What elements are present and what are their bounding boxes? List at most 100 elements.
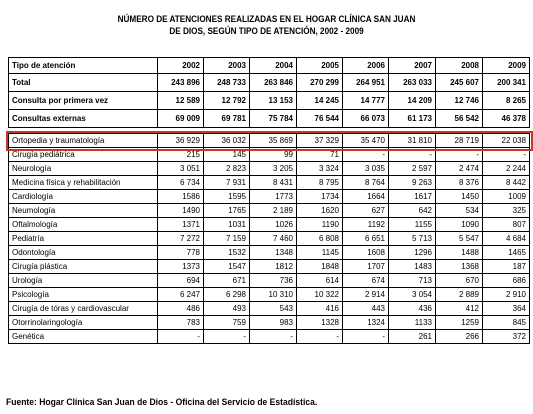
table-cell: 245 607 bbox=[435, 73, 483, 92]
table-cell: 6 734 bbox=[157, 175, 204, 190]
table-cell: 8 265 bbox=[482, 91, 530, 110]
table-cell: 1373 bbox=[157, 259, 204, 274]
row-label: Total bbox=[8, 73, 158, 92]
table-cell: 713 bbox=[388, 273, 436, 288]
header-cell: 2008 bbox=[435, 57, 483, 74]
source-note: Fuente: Hogar Clínica San Juan de Dios -… bbox=[6, 397, 318, 408]
table-cell: 6 808 bbox=[296, 231, 343, 246]
row-label: Odontología bbox=[8, 245, 158, 260]
row-label: Neurología bbox=[8, 161, 158, 176]
table-cell: 2 889 bbox=[435, 287, 483, 302]
table-cell: 1488 bbox=[435, 245, 483, 260]
table-cell: 3 205 bbox=[249, 161, 297, 176]
table-row: Otorrinolaringología 783 759 983 1328 1324 113… bbox=[8, 315, 530, 330]
table-cell: 736 bbox=[249, 273, 297, 288]
header-cell: 2003 bbox=[203, 57, 250, 74]
table-cell: 1133 bbox=[388, 315, 436, 330]
table-cell: 778 bbox=[157, 245, 204, 260]
table-cell: 325 bbox=[482, 203, 530, 218]
table-row: Neurología 3 051 2 823 3 205 3 324 3 035 2 597… bbox=[8, 161, 530, 176]
table-row: Cirugía pediátrica 215 145 99 71- - - - bbox=[8, 147, 530, 162]
table-cell: 37 329 bbox=[296, 133, 343, 148]
table-cell: 1586 bbox=[157, 189, 204, 204]
table-cell: 1595 bbox=[203, 189, 250, 204]
table-cell: 1664 bbox=[342, 189, 389, 204]
table-cell: 783 bbox=[157, 315, 204, 330]
table-cell: 686 bbox=[482, 273, 530, 288]
table-cell: 3 035 bbox=[342, 161, 389, 176]
table-cell: 215 bbox=[157, 147, 204, 162]
table-cell: 1620 bbox=[296, 203, 343, 218]
table-cell: 1765 bbox=[203, 203, 250, 218]
table-cell: 71 bbox=[296, 147, 343, 162]
table-cell: 642 bbox=[388, 203, 436, 218]
table-cell: 1090 bbox=[435, 217, 483, 232]
table-cell: 187 bbox=[482, 259, 530, 274]
table-cell: 6 651 bbox=[342, 231, 389, 246]
table-cell: 412 bbox=[435, 301, 483, 316]
table-row: Genética - - - - -261 266 372 bbox=[8, 329, 530, 344]
table-cell: 36 032 bbox=[203, 133, 250, 148]
table-cell: 8 442 bbox=[482, 175, 530, 190]
table-cell: 1490 bbox=[157, 203, 204, 218]
row-label: Genética bbox=[8, 329, 158, 344]
table-cell: 66 073 bbox=[342, 109, 389, 128]
row-label: Oftalmología bbox=[8, 217, 158, 232]
table-cell: 1617 bbox=[388, 189, 436, 204]
table-cell: 534 bbox=[435, 203, 483, 218]
table-cell: 266 bbox=[435, 329, 483, 344]
table-cell: 2 597 bbox=[388, 161, 436, 176]
table-cell: 3 054 bbox=[388, 287, 436, 302]
table-cell: 1371 bbox=[157, 217, 204, 232]
table-cell: 1031 bbox=[203, 217, 250, 232]
table-cell: 36 929 bbox=[157, 133, 204, 148]
table-cell: 1773 bbox=[249, 189, 297, 204]
table-cell: 69 781 bbox=[203, 109, 250, 128]
table-cell: 8 795 bbox=[296, 175, 343, 190]
table-cell: 5 713 bbox=[388, 231, 436, 246]
table-cell: - bbox=[435, 147, 483, 162]
table-cell: 14 777 bbox=[342, 91, 389, 110]
table-cell: - bbox=[249, 329, 297, 344]
row-label: Otorrinolaringología bbox=[8, 315, 158, 330]
row-label: Urología bbox=[8, 273, 158, 288]
table-cell: 1465 bbox=[482, 245, 530, 260]
table-cell: 8 764 bbox=[342, 175, 389, 190]
table-cell: 248 733 bbox=[203, 73, 250, 92]
table-header-row: Tipo de atención 2002 2003 2004 2005 2006 2007… bbox=[8, 57, 530, 74]
table-cell: 263 033 bbox=[388, 73, 436, 92]
table-row: Psicología 6 247 6 298 10 310 10 322 2 914 3 0… bbox=[8, 287, 530, 302]
table-cell: 1145 bbox=[296, 245, 343, 260]
table-cell: 2 244 bbox=[482, 161, 530, 176]
table-cell: 7 159 bbox=[203, 231, 250, 246]
table-cell: 759 bbox=[203, 315, 250, 330]
table-cell: 3 324 bbox=[296, 161, 343, 176]
table-cell: 372 bbox=[482, 329, 530, 344]
table-cell: 13 153 bbox=[249, 91, 297, 110]
row-label: Cirugía plástica bbox=[8, 259, 158, 274]
table-cell: 2 823 bbox=[203, 161, 250, 176]
table-cell: 7 460 bbox=[249, 231, 297, 246]
row-label: Consultas externas bbox=[8, 109, 158, 128]
table-cell: 75 784 bbox=[249, 109, 297, 128]
table-row: Cardiología 1586 1595 1773 1734 1664 1617 1450 1… bbox=[8, 189, 530, 204]
header-cell: 2006 bbox=[342, 57, 389, 74]
table-cell: 627 bbox=[342, 203, 389, 218]
table-cell: 12 589 bbox=[157, 91, 204, 110]
table-cell: 5 547 bbox=[435, 231, 483, 246]
table-cell: 3 051 bbox=[157, 161, 204, 176]
table-cell: 614 bbox=[296, 273, 343, 288]
table-cell: 1009 bbox=[482, 189, 530, 204]
table-cell: 31 810 bbox=[388, 133, 436, 148]
table-cell: 1368 bbox=[435, 259, 483, 274]
summary-row: Consultas externas 69 009 69 781 75 784 76 5… bbox=[8, 109, 530, 128]
table-row: Ortopedia y traumatología 36 929 36 032 35 … bbox=[8, 133, 530, 148]
table-cell: 4 684 bbox=[482, 231, 530, 246]
table-cell: 671 bbox=[203, 273, 250, 288]
table-cell: 76 544 bbox=[296, 109, 343, 128]
table-cell: 364 bbox=[482, 301, 530, 316]
table-cell: 14 245 bbox=[296, 91, 343, 110]
table-cell: 12 792 bbox=[203, 91, 250, 110]
table-cell: 1155 bbox=[388, 217, 436, 232]
header-cell: 2009 bbox=[482, 57, 530, 74]
